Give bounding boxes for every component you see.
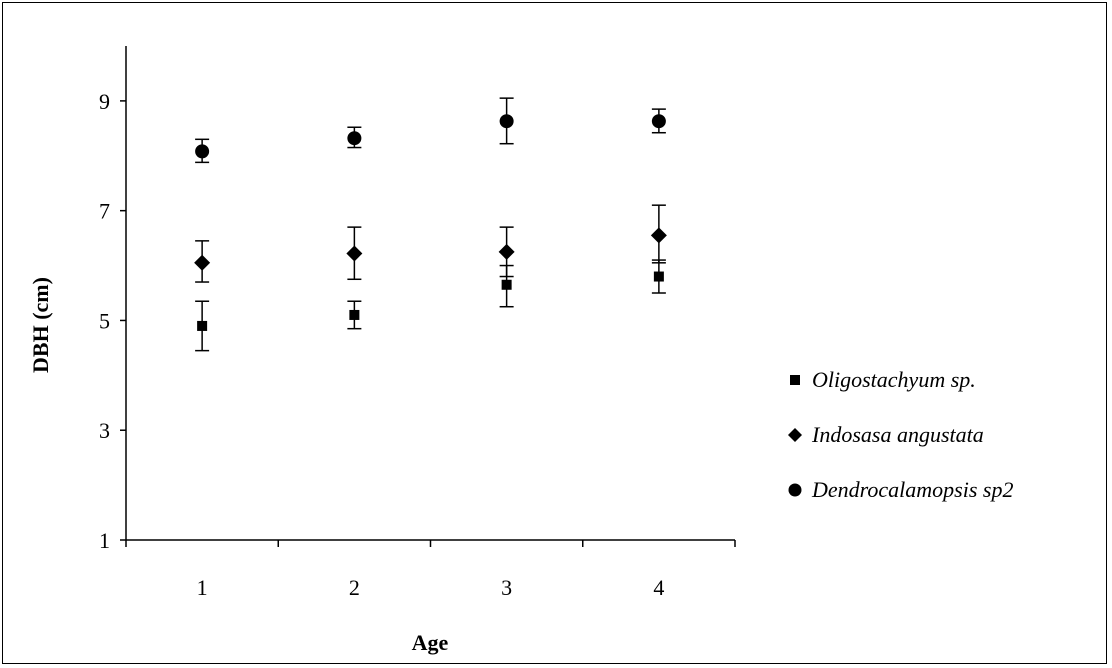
x-tick-label: 4 [653,575,664,600]
legend-label: Indosasa angustata [811,422,984,447]
legend-label: Dendrocalamopsis sp2 [811,477,1013,502]
data-point-diamond [650,227,667,244]
plot-series [194,97,667,352]
y-tick-label: 5 [99,308,110,333]
x-axis-ticks: 1 2 3 4 [125,540,736,600]
series-square [195,259,666,352]
x-tick-label: 3 [501,575,512,600]
data-point-diamond [498,243,515,260]
legend-marker-square [790,375,800,385]
data-point-square [501,279,512,290]
x-tick-label: 2 [349,575,360,600]
legend-label: Oligostachyum sp. [812,367,976,392]
data-point-circle [195,144,210,159]
axes: 1 3 5 7 9 1 2 3 4 [99,46,736,600]
data-point-diamond [346,245,363,262]
data-point-diamond [194,254,211,271]
x-axis-title: Age [412,630,449,655]
y-axis-title: DBH (cm) [28,277,53,373]
y-tick-label: 1 [99,528,110,553]
series-diamond [194,204,667,283]
data-point-circle [347,131,362,146]
y-tick-label: 9 [99,89,110,114]
legend: Oligostachyum sp. Indosasa angustata Dendr… [788,367,1013,502]
data-point-square [653,271,664,282]
series-circle [195,97,666,164]
x-tick-label: 1 [197,575,208,600]
y-tick-label: 3 [99,418,110,443]
y-axis-ticks: 1 3 5 7 9 [99,89,126,553]
data-point-square [349,309,360,320]
legend-marker-diamond [788,428,802,442]
legend-marker-circle [788,483,802,497]
y-tick-label: 7 [99,199,110,224]
data-point-circle [499,114,514,129]
data-point-circle [651,114,666,129]
data-point-square [197,320,208,331]
